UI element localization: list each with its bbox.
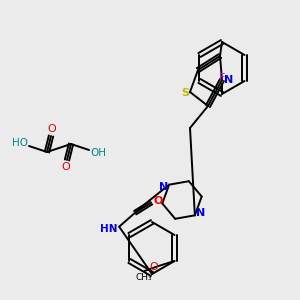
Text: O: O (48, 124, 56, 134)
Text: O: O (154, 196, 163, 206)
Text: O: O (149, 262, 158, 272)
Text: N: N (196, 208, 206, 218)
Text: N: N (224, 75, 234, 85)
Text: HO: HO (12, 138, 28, 148)
Text: O: O (61, 162, 70, 172)
Text: HN: HN (100, 224, 118, 234)
Text: S: S (181, 88, 189, 98)
Text: CH₃: CH₃ (135, 272, 152, 281)
Text: F: F (219, 73, 225, 83)
Text: N: N (158, 182, 168, 192)
Text: OH: OH (90, 148, 106, 158)
